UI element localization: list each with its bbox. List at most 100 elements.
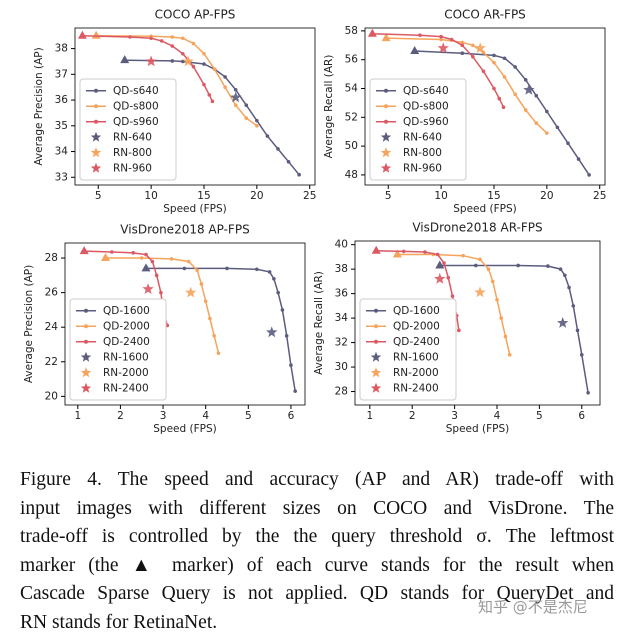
- point: [439, 35, 443, 39]
- point: [559, 267, 563, 271]
- point: [556, 126, 560, 130]
- y-tick-label: 24: [45, 321, 59, 333]
- legend-label: RN-2000: [103, 367, 149, 379]
- point: [524, 78, 528, 82]
- y-tick-label: 38: [335, 263, 348, 275]
- point: [586, 391, 590, 395]
- chart-title: COCO AP-FPS: [155, 8, 236, 22]
- y-tick-label: 54: [345, 82, 359, 94]
- x-tick-label: 5: [385, 190, 392, 202]
- x-tick-label: 2: [117, 410, 124, 422]
- legend-label: RN-2400: [393, 382, 439, 394]
- point: [202, 52, 206, 56]
- x-tick-label: 5: [95, 190, 102, 202]
- x-tick-label: 3: [451, 410, 458, 422]
- point: [450, 38, 454, 42]
- legend-label: RN-800: [113, 147, 152, 159]
- y-tick-label: 30: [335, 361, 348, 373]
- point: [508, 353, 512, 357]
- point: [502, 105, 506, 109]
- point: [170, 59, 174, 63]
- point: [170, 257, 174, 261]
- star-point: [266, 326, 278, 337]
- point: [491, 280, 495, 284]
- point: [577, 157, 581, 161]
- legend-label: QD-2000: [393, 320, 440, 332]
- start-marker: [410, 46, 419, 54]
- start-marker: [372, 246, 381, 254]
- point: [460, 43, 464, 47]
- y-axis-label: Average Precision (AP): [33, 47, 45, 165]
- point: [128, 35, 132, 39]
- legend-label: RN-2000: [393, 367, 439, 379]
- point: [563, 273, 567, 277]
- legend-marker: [384, 89, 388, 93]
- y-tick-label: 48: [345, 169, 358, 181]
- point: [140, 256, 144, 260]
- point: [546, 264, 550, 268]
- point: [534, 94, 538, 98]
- point: [545, 131, 549, 135]
- legend-label: QD-2400: [393, 336, 440, 348]
- point: [244, 116, 248, 120]
- star-point: [185, 287, 197, 298]
- point: [272, 277, 276, 281]
- start-marker: [141, 263, 150, 271]
- point: [255, 124, 259, 128]
- x-tick-label: 5: [245, 410, 252, 422]
- legend-marker: [84, 340, 88, 344]
- point: [170, 35, 174, 39]
- point: [223, 85, 227, 89]
- point: [202, 62, 206, 66]
- point: [276, 291, 280, 295]
- x-tick-label: 20: [250, 190, 263, 202]
- point: [225, 267, 229, 271]
- y-tick-label: 50: [345, 140, 358, 152]
- chart-title: COCO AR-FPS: [444, 8, 526, 22]
- point: [192, 42, 196, 46]
- y-axis-label: Average Recall (AR): [313, 271, 325, 375]
- point: [492, 54, 496, 58]
- chart-title: VisDrone2018 AR-FPS: [412, 221, 542, 235]
- legend-label: QD-s640: [403, 85, 449, 97]
- legend-label: RN-960: [113, 162, 152, 174]
- point: [281, 308, 285, 312]
- point: [151, 260, 155, 264]
- point: [149, 36, 153, 40]
- star-point: [230, 92, 241, 103]
- start-marker: [78, 31, 87, 39]
- legend-label: QD-1600: [103, 305, 150, 317]
- y-tick-label: 36: [335, 288, 349, 300]
- start-marker: [92, 31, 101, 39]
- star-point: [474, 286, 485, 297]
- y-tick-label: 38: [55, 43, 68, 55]
- point: [474, 264, 478, 268]
- point: [234, 88, 238, 92]
- point: [144, 253, 148, 257]
- star-point: [145, 56, 156, 67]
- star-point: [523, 84, 534, 95]
- y-tick-label: 33: [55, 171, 68, 183]
- legend-label: RN-640: [403, 131, 442, 143]
- point: [211, 100, 215, 104]
- x-axis-label: Speed (FPS): [153, 423, 216, 435]
- point: [287, 160, 291, 164]
- point: [187, 260, 191, 264]
- x-tick-label: 20: [540, 190, 553, 202]
- point: [160, 39, 164, 43]
- point: [442, 261, 446, 265]
- point: [213, 67, 217, 71]
- point: [503, 56, 507, 60]
- y-tick-label: 52: [345, 111, 358, 123]
- series-line: [440, 266, 588, 393]
- point: [460, 51, 464, 55]
- legend-marker: [384, 120, 388, 124]
- point: [482, 69, 486, 73]
- y-tick-label: 35: [55, 120, 68, 132]
- x-tick-label: 6: [578, 410, 585, 422]
- start-marker: [101, 253, 110, 261]
- point: [223, 75, 227, 79]
- x-tick-label: 25: [593, 190, 606, 202]
- point: [170, 44, 174, 48]
- point: [234, 103, 238, 107]
